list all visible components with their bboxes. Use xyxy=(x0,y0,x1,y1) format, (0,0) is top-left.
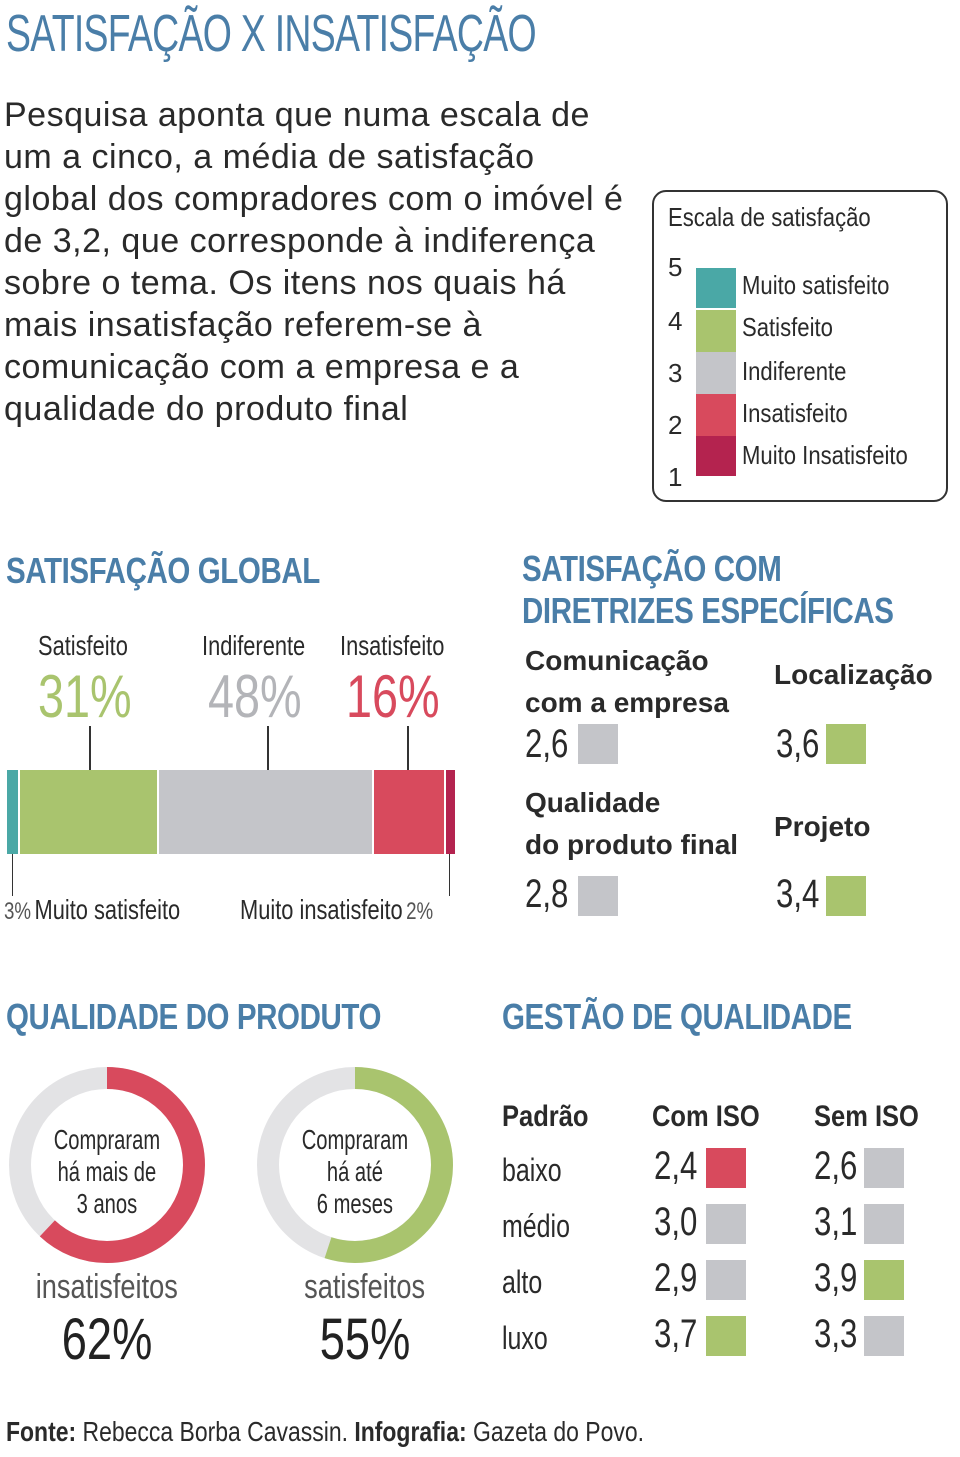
global-pct-insatisfeito: 16% xyxy=(346,663,440,730)
tick-indiferente xyxy=(267,726,269,770)
scale-label-indiferente: Indiferente xyxy=(742,356,847,386)
table-header-com-iso: Com ISO xyxy=(652,1100,760,1133)
label-muito-insatisfeito: Muito insatisfeito xyxy=(240,894,403,925)
donut-arc-satisfeitos xyxy=(257,1067,453,1263)
specific-head-localizacao: Localização xyxy=(774,659,933,690)
scale-number-3: 3 xyxy=(668,358,683,388)
scale-label-insatisfeito: Insatisfeito xyxy=(742,398,848,428)
specific-value-comunicacao: 2,6 xyxy=(525,722,569,766)
tick-muito-insatisfeito xyxy=(449,854,450,896)
scale-title: Escala de satisfação xyxy=(668,202,871,232)
quality-management-title: GESTÃO DE QUALIDADE xyxy=(502,996,852,1037)
pct-muito-satisfeito: 3% xyxy=(4,898,32,925)
donut-chart-insatisfeitos xyxy=(9,1067,205,1263)
table-row-label: médio xyxy=(502,1208,570,1244)
label-muito-satisfeito: Muito satisfeito xyxy=(34,894,181,925)
donut-label-satisfeitos: Compraram há até 6 meses xyxy=(301,1124,409,1219)
global-label-satisfeito: Satisfeito xyxy=(38,630,128,661)
table-row-label: luxo xyxy=(502,1320,548,1356)
global-label-muito-satisfeito: 3% Muito satisfeito xyxy=(4,894,230,926)
pct-muito-insatisfeito: 2% xyxy=(406,898,434,925)
table-swatch-com-iso xyxy=(706,1204,746,1244)
table-value-com-iso: 3,0 xyxy=(654,1200,698,1244)
table-value-com-iso: 3,7 xyxy=(654,1312,698,1356)
scale-number-1: 1 xyxy=(668,462,683,492)
global-label-indiferente: Indiferente xyxy=(202,630,306,661)
table-row-label: baixo xyxy=(502,1152,562,1188)
donut-word-satisfeitos: satisfeitos xyxy=(304,1268,426,1306)
swatch-indiferente xyxy=(696,352,736,394)
swatch-insatisfeito xyxy=(696,394,736,436)
specific-swatch-comunicacao xyxy=(578,724,618,764)
product-quality-title: QUALIDADE DO PRODUTO xyxy=(6,996,382,1037)
scale-label-satisfeito: Satisfeito xyxy=(742,312,833,342)
specific-value-qualidade: 2,8 xyxy=(525,872,569,916)
source-credit: Fonte: Rebecca Borba Cavassin. Infografi… xyxy=(6,1416,645,1447)
bar-segment-muito-satisfeito xyxy=(7,770,18,854)
page-title: SATISFAÇÃO X INSATISFAÇÃO xyxy=(6,5,537,63)
table-value-sem-iso: 2,6 xyxy=(814,1144,858,1188)
donut-pct-insatisfeitos: 62% xyxy=(61,1307,153,1372)
global-pct-satisfeito: 31% xyxy=(38,663,132,730)
scale-number-2: 2 xyxy=(668,410,683,440)
table-swatch-com-iso xyxy=(706,1148,746,1188)
donut-word-insatisfeitos: insatisfeitos xyxy=(35,1268,179,1306)
table-header-sem-iso: Sem ISO xyxy=(814,1100,919,1133)
bar-segment-muito-insatisfeito xyxy=(446,770,455,854)
donut-chart-satisfeitos xyxy=(257,1067,453,1263)
donut-label-insatisfeitos: Compraram há mais de 3 anos xyxy=(53,1124,161,1219)
table-swatch-com-iso xyxy=(706,1316,746,1356)
swatch-muito-insatisfeito xyxy=(696,436,736,476)
donut-arc-insatisfeitos xyxy=(9,1067,205,1263)
bar-segment-insatisfeito xyxy=(374,770,444,854)
donut-pct-satisfeitos: 55% xyxy=(319,1307,411,1372)
table-swatch-com-iso xyxy=(706,1260,746,1300)
table-value-sem-iso: 3,3 xyxy=(814,1312,858,1356)
specific-swatch-projeto xyxy=(826,876,866,916)
specific-value-projeto: 3,4 xyxy=(776,872,820,916)
global-label-insatisfeito: Insatisfeito xyxy=(340,630,445,661)
table-header-padrao: Padrão xyxy=(502,1100,589,1133)
specific-head-comunicacao: Comunicação com a empresa xyxy=(525,645,729,718)
scale-label-muito-satisfeito: Muito satisfeito xyxy=(742,270,890,300)
global-label-muito-insatisfeito: Muito insatisfeito 2% xyxy=(240,894,488,926)
specific-swatch-qualidade xyxy=(578,876,618,916)
specific-satisfaction-title: SATISFAÇÃO COM DIRETRIZES ESPECÍFICAS xyxy=(522,548,960,632)
specific-value-localizacao: 3,6 xyxy=(776,722,820,766)
tick-insatisfeito xyxy=(407,726,409,770)
satisfaction-scale-legend: Escala de satisfação 5 4 3 2 1 Muito sat… xyxy=(652,190,948,502)
table-swatch-sem-iso xyxy=(864,1204,904,1244)
swatch-satisfeito xyxy=(696,310,736,352)
table-value-com-iso: 2,9 xyxy=(654,1256,698,1300)
table-swatch-sem-iso xyxy=(864,1260,904,1300)
global-satisfaction-title: SATISFAÇÃO GLOBAL xyxy=(6,550,320,591)
table-value-sem-iso: 3,1 xyxy=(814,1200,858,1244)
specific-title-line1: SATISFAÇÃO COM xyxy=(522,548,782,589)
table-swatch-sem-iso xyxy=(864,1316,904,1356)
scale-label-muito-insatisfeito: Muito Insatisfeito xyxy=(742,440,908,470)
specific-head-qualidade: Qualidade do produto final xyxy=(525,787,739,860)
bar-segment-indiferente xyxy=(159,770,372,854)
scale-number-4: 4 xyxy=(668,306,683,336)
swatch-muito-satisfeito xyxy=(696,268,736,308)
table-row-label: alto xyxy=(502,1264,543,1300)
specific-head-projeto: Projeto xyxy=(774,811,871,842)
tick-satisfeito xyxy=(89,726,91,770)
table-value-sem-iso: 3,9 xyxy=(814,1256,858,1300)
specific-swatch-localizacao xyxy=(826,724,866,764)
table-value-com-iso: 2,4 xyxy=(654,1144,698,1188)
tick-muito-satisfeito xyxy=(12,854,13,896)
table-swatch-sem-iso xyxy=(864,1148,904,1188)
scale-number-5: 5 xyxy=(668,252,683,282)
bar-segment-satisfeito xyxy=(20,770,157,854)
specific-title-line2: DIRETRIZES ESPECÍFICAS xyxy=(522,590,894,631)
intro-text: Pesquisa aponta que numa escala de um a … xyxy=(4,96,624,428)
global-pct-indiferente: 48% xyxy=(208,663,302,730)
